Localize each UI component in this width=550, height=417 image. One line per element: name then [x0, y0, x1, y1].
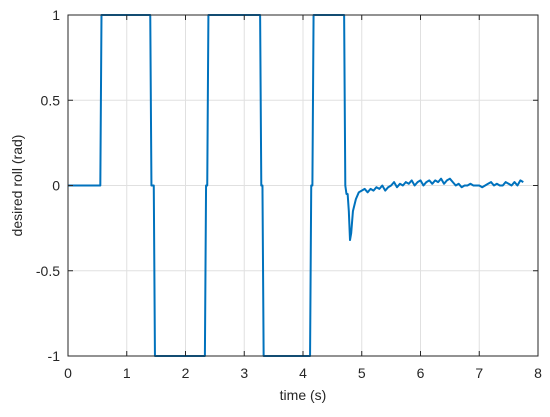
- x-tick-label: 7: [475, 365, 483, 381]
- y-tick-label: 0.5: [41, 92, 61, 108]
- x-axis-label: time (s): [280, 387, 327, 403]
- y-tick-label: 1: [52, 7, 60, 23]
- x-tick-label: 1: [123, 365, 131, 381]
- x-tick-label: 8: [534, 365, 542, 381]
- y-axis-label: desired roll (rad): [9, 135, 25, 237]
- y-tick-label: -1: [48, 348, 61, 364]
- x-tick-label: 3: [240, 365, 248, 381]
- x-tick-label: 6: [417, 365, 425, 381]
- y-tick-label: 0: [52, 178, 60, 194]
- x-tick-label: 2: [182, 365, 190, 381]
- axis-ticks: 0 1 2 3 4 5 6 7 8 -1 -0.5 0 0.5 1: [36, 7, 542, 381]
- x-tick-label: 4: [299, 365, 307, 381]
- y-tick-label: -0.5: [36, 263, 60, 279]
- x-tick-label: 5: [358, 365, 366, 381]
- x-tick-label: 0: [64, 365, 72, 381]
